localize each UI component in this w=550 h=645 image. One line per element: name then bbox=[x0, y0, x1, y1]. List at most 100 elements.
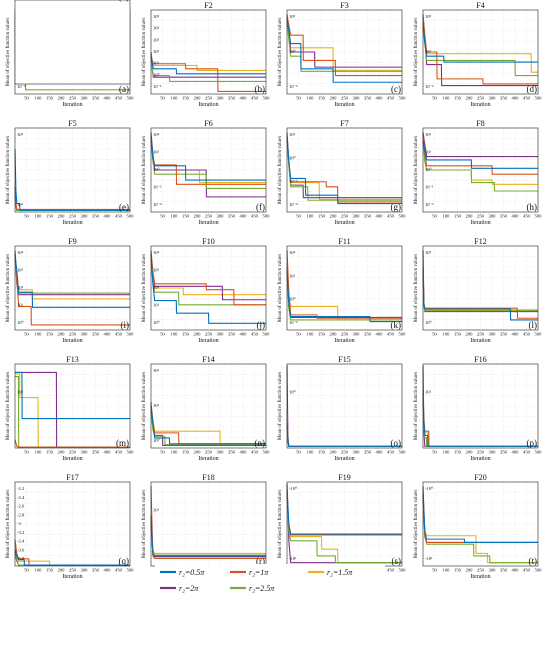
x-tick-label: 200 bbox=[58, 332, 66, 337]
y-tick-label: 10¹ bbox=[17, 303, 24, 308]
x-tick-label: 500 bbox=[127, 568, 135, 573]
x-tick-label: 100 bbox=[171, 96, 179, 101]
y-tick-label: 10⁴ bbox=[17, 250, 24, 255]
series-line-1 bbox=[150, 254, 266, 324]
y-tick-label: 10⁰ bbox=[153, 320, 160, 325]
y-tick-label: 10⁵ bbox=[17, 132, 24, 137]
x-tick-label: 350 bbox=[228, 332, 236, 337]
x-tick-label: 100 bbox=[35, 332, 43, 337]
x-tick-label: 150 bbox=[318, 96, 326, 101]
y-tick-label: 10⁰ bbox=[289, 297, 296, 302]
x-tick-label: 50 bbox=[432, 568, 437, 573]
x-tick-label: 300 bbox=[489, 214, 497, 219]
series-line-1 bbox=[422, 22, 538, 63]
panel-label: (t) bbox=[529, 556, 538, 566]
subplot-f17: F17 50 100 150 200 250 300 350 400 450 500 Iteratio… bbox=[6, 473, 134, 580]
panel-label: (b) bbox=[255, 84, 266, 94]
y-tick-label: 10⁵ bbox=[425, 14, 432, 19]
x-tick-label: 150 bbox=[46, 332, 54, 337]
y-tick-label: 10⁰ bbox=[289, 155, 296, 160]
y-tick-label: -10⁰ bbox=[17, 0, 25, 1]
x-tick-label: 350 bbox=[92, 214, 100, 219]
panel-label: (u) bbox=[119, 0, 130, 2]
y-axis-label: Mean of objective function values bbox=[6, 18, 11, 86]
plot-frame bbox=[286, 245, 403, 331]
x-tick-label: 500 bbox=[127, 214, 135, 219]
x-tick-label: 250 bbox=[205, 450, 213, 455]
x-tick-label: 350 bbox=[364, 332, 372, 337]
series-line-2 bbox=[14, 250, 130, 326]
subplot-title: F16 bbox=[474, 355, 486, 364]
panel-label: (q) bbox=[119, 556, 130, 566]
x-tick-label: 50 bbox=[296, 214, 301, 219]
x-tick-label: 150 bbox=[46, 214, 54, 219]
x-tick-label: 100 bbox=[443, 450, 451, 455]
y-tick-label: 10⁵ bbox=[425, 250, 432, 255]
x-axis-label: Iteration bbox=[470, 456, 490, 462]
x-tick-label: 100 bbox=[307, 450, 315, 455]
y-tick-label: -10⁰ bbox=[289, 486, 297, 491]
plot-frame bbox=[286, 127, 403, 213]
x-tick-label: 300 bbox=[81, 450, 89, 455]
x-tick-label: 350 bbox=[228, 96, 236, 101]
panel-label: (s) bbox=[392, 556, 402, 566]
x-tick-label: 450 bbox=[387, 332, 395, 337]
y-tick-label: -2.2 bbox=[17, 486, 25, 491]
y-tick-label: 10² bbox=[153, 49, 160, 54]
x-tick-label: 200 bbox=[58, 214, 66, 219]
y-axis-label: Mean of objective function values bbox=[6, 372, 11, 440]
x-tick-label: 450 bbox=[251, 332, 259, 337]
y-tick-label: 10⁻² bbox=[425, 84, 434, 89]
x-tick-label: 400 bbox=[104, 214, 112, 219]
x-tick-label: 200 bbox=[58, 0, 66, 1]
x-tick-label: 250 bbox=[205, 332, 213, 337]
subplot-title: F2 bbox=[204, 1, 212, 10]
y-tick-label: -3.4 bbox=[17, 539, 25, 544]
y-tick-label: 10⁻¹ bbox=[425, 185, 434, 190]
subplot-f6: F6 50 100 150 200 250 300 350 400 450 500 Iteration… bbox=[142, 119, 270, 226]
y-axis-label: Mean of objective function values bbox=[6, 490, 11, 558]
x-tick-label: 250 bbox=[205, 214, 213, 219]
y-tick-label: 10⁰ bbox=[289, 389, 296, 394]
y-tick-label: 10⁴ bbox=[289, 250, 296, 255]
x-tick-label: 500 bbox=[263, 450, 271, 455]
x-tick-label: 200 bbox=[194, 96, 202, 101]
subplot-f12: F12 50 100 150 200 250 300 350 400 450 500 Iteratio… bbox=[414, 237, 542, 344]
x-tick-label: 300 bbox=[217, 450, 225, 455]
x-tick-label: 450 bbox=[523, 214, 531, 219]
legend-label: r₂=1π bbox=[249, 568, 269, 577]
x-tick-label: 450 bbox=[251, 450, 259, 455]
x-tick-label: 400 bbox=[240, 332, 248, 337]
x-axis-label: Iteration bbox=[334, 456, 354, 462]
x-axis-label: Iteration bbox=[62, 338, 82, 344]
x-tick-label: 200 bbox=[466, 214, 474, 219]
y-tick-label: 10⁴ bbox=[153, 250, 160, 255]
x-tick-label: 500 bbox=[399, 450, 407, 455]
y-tick-label: 10¹ bbox=[153, 507, 160, 512]
subplot-f7: F7 50 100 150 200 250 300 350 400 450 500 Iteration… bbox=[278, 119, 406, 226]
subplot-title: F5 bbox=[68, 119, 76, 128]
y-axis-label: Mean of objective function values bbox=[142, 136, 147, 204]
x-tick-label: 200 bbox=[466, 96, 474, 101]
x-tick-label: 100 bbox=[443, 332, 451, 337]
x-axis-label: Iteration bbox=[62, 0, 82, 2]
x-tick-label: 100 bbox=[35, 96, 43, 101]
x-tick-label: 200 bbox=[194, 450, 202, 455]
x-tick-label: 50 bbox=[432, 450, 437, 455]
y-axis-label: Mean of objective function values bbox=[6, 136, 11, 204]
x-tick-label: 200 bbox=[330, 450, 338, 455]
series-line-2 bbox=[150, 250, 266, 306]
x-tick-label: 500 bbox=[535, 450, 543, 455]
y-tick-label: -3.2 bbox=[17, 530, 25, 535]
y-tick-label: 10⁰ bbox=[425, 167, 432, 172]
x-axis-label: Iteration bbox=[334, 102, 354, 108]
x-tick-label: 50 bbox=[160, 332, 165, 337]
x-tick-label: 150 bbox=[182, 332, 190, 337]
subplot-title: F14 bbox=[202, 355, 214, 364]
series-line-1 bbox=[150, 515, 266, 557]
x-tick-label: 350 bbox=[92, 96, 100, 101]
series-line-1 bbox=[286, 136, 402, 205]
x-tick-label: 200 bbox=[466, 332, 474, 337]
x-tick-label: 250 bbox=[477, 450, 485, 455]
subplot-f10: F10 50 100 150 200 250 300 350 400 450 500 Iteratio… bbox=[142, 237, 270, 344]
